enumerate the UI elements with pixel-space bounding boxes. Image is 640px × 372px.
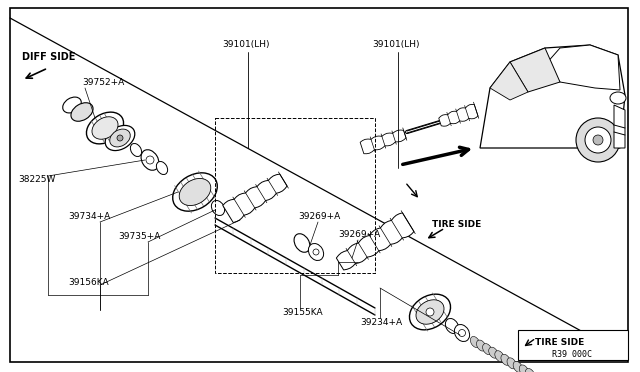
Text: 39101(LH): 39101(LH): [372, 40, 419, 49]
Text: 39156KA: 39156KA: [68, 278, 109, 287]
Ellipse shape: [156, 161, 168, 174]
Text: 39269+A: 39269+A: [298, 212, 340, 221]
Ellipse shape: [513, 361, 522, 372]
Polygon shape: [360, 130, 406, 154]
Polygon shape: [490, 62, 528, 100]
Ellipse shape: [211, 201, 225, 215]
Circle shape: [458, 330, 465, 337]
Ellipse shape: [416, 300, 444, 324]
Text: 39101(LH): 39101(LH): [222, 40, 269, 49]
Text: 39234+A: 39234+A: [360, 318, 402, 327]
Ellipse shape: [610, 92, 626, 104]
Ellipse shape: [476, 340, 486, 351]
Ellipse shape: [105, 125, 135, 151]
Circle shape: [146, 156, 154, 164]
Text: 39155KA: 39155KA: [282, 308, 323, 317]
Bar: [215, 118, 375, 273]
Text: TIRE SIDE: TIRE SIDE: [432, 220, 481, 229]
Text: 39734+A: 39734+A: [68, 212, 110, 221]
Ellipse shape: [294, 234, 310, 252]
Ellipse shape: [483, 344, 492, 355]
Ellipse shape: [131, 144, 141, 157]
Ellipse shape: [71, 103, 93, 121]
Text: R39 000C: R39 000C: [552, 350, 592, 359]
Ellipse shape: [525, 369, 534, 372]
Ellipse shape: [445, 318, 459, 334]
Ellipse shape: [179, 179, 211, 206]
Circle shape: [313, 249, 319, 255]
Polygon shape: [337, 213, 414, 270]
Text: DIFF SIDE: DIFF SIDE: [22, 52, 76, 62]
Polygon shape: [614, 105, 625, 148]
Circle shape: [593, 135, 603, 145]
Text: 39269+A: 39269+A: [338, 230, 380, 239]
Ellipse shape: [63, 97, 81, 113]
Text: 38225W: 38225W: [18, 175, 56, 184]
Ellipse shape: [454, 324, 470, 341]
Bar: [518, 330, 628, 360]
Ellipse shape: [86, 112, 124, 144]
Ellipse shape: [141, 150, 159, 170]
Ellipse shape: [173, 173, 218, 211]
Ellipse shape: [308, 244, 324, 260]
Ellipse shape: [470, 336, 479, 347]
Ellipse shape: [519, 365, 529, 372]
Text: 39752+A: 39752+A: [82, 78, 124, 87]
Polygon shape: [545, 45, 620, 90]
Polygon shape: [223, 174, 287, 222]
Ellipse shape: [109, 129, 131, 147]
Ellipse shape: [507, 358, 516, 369]
Ellipse shape: [495, 351, 504, 362]
Circle shape: [426, 308, 434, 316]
Circle shape: [576, 118, 620, 162]
Polygon shape: [510, 48, 560, 92]
Ellipse shape: [501, 354, 510, 365]
Ellipse shape: [410, 294, 451, 330]
Circle shape: [117, 135, 123, 141]
Polygon shape: [439, 105, 478, 126]
Text: 39735+A: 39735+A: [118, 232, 161, 241]
Text: TIRE SIDE: TIRE SIDE: [535, 338, 584, 347]
Circle shape: [585, 127, 611, 153]
Ellipse shape: [92, 117, 118, 139]
Polygon shape: [480, 45, 625, 148]
Ellipse shape: [489, 347, 498, 358]
